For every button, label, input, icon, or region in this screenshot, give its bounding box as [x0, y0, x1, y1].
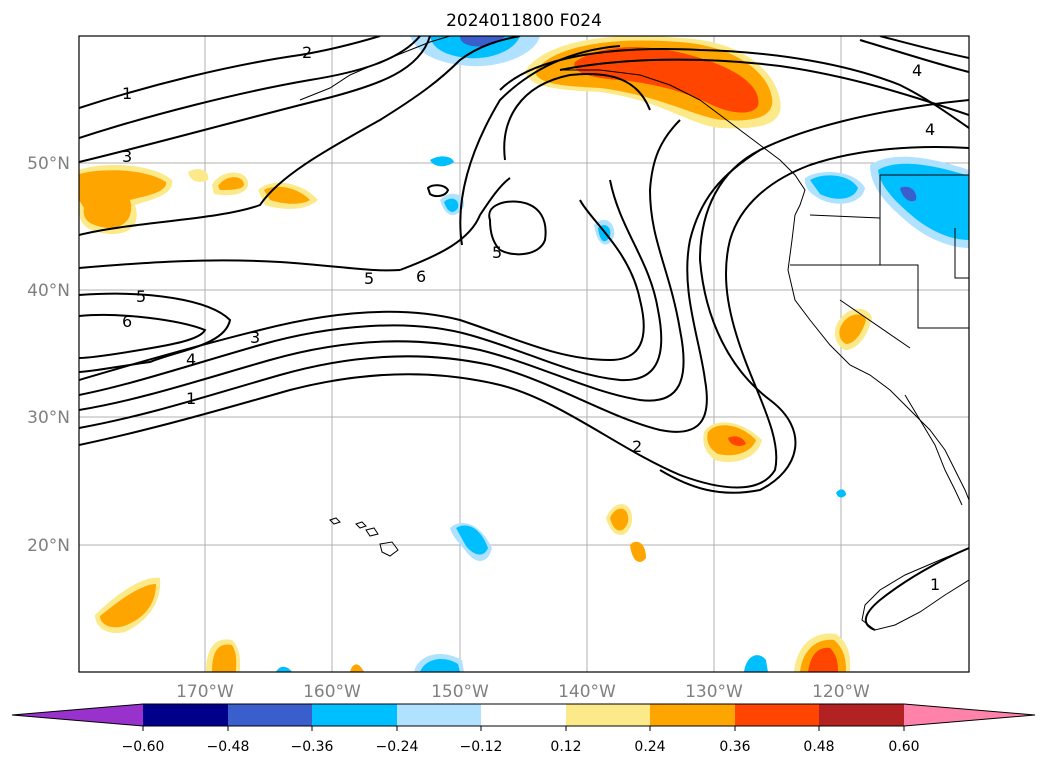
colorbar-tick-label: −0.24 — [376, 739, 419, 755]
negative-anomaly-small-2-core — [444, 198, 459, 212]
contour-label: 6 — [122, 312, 132, 331]
lon-label: 170°W — [176, 682, 234, 702]
colorbar: −0.60 −0.48 −0.36 −0.24 −0.12 0.12 0.24 … — [11, 703, 1036, 755]
contour-label: 3 — [122, 147, 132, 166]
contour-lines — [79, 36, 969, 631]
contour-label: 4 — [186, 350, 196, 369]
contour-label: 4 — [912, 61, 922, 80]
contour-label: 2 — [302, 43, 312, 62]
contour-label: 2 — [632, 437, 642, 456]
colorbar-segment — [143, 704, 228, 726]
colorbar-tick-label: 0.24 — [634, 739, 665, 755]
negative-anomaly-bottom-2 — [744, 655, 768, 672]
negative-anomaly-northern-rockies-strong — [900, 186, 917, 202]
map-frame — [78, 35, 970, 673]
positive-anomaly-bottom-1-core — [212, 644, 237, 672]
negative-anomaly-hawaii-core — [456, 525, 488, 555]
colorbar-tick-label: −0.48 — [207, 739, 250, 755]
colorbar-ticks — [142, 726, 905, 731]
positive-anomaly-small-1 — [188, 169, 209, 182]
gridlines — [79, 36, 969, 672]
colorbar-tick-label: 0.48 — [803, 739, 834, 755]
contour-label: 6 — [416, 267, 426, 286]
contour-labels: 1 3 5 6 4 3 1 5 6 5 2 4 4 1 2 — [122, 43, 940, 594]
colorbar-segment — [566, 704, 650, 726]
map-title: 2024011800 F024 — [446, 11, 602, 31]
lon-label: 150°W — [431, 682, 489, 702]
positive-anomaly-south-2 — [630, 541, 646, 562]
strong-anomaly-bottom-3 — [808, 647, 838, 672]
contour-label: 1 — [930, 575, 940, 594]
negative-anomaly-north-1-strong — [460, 36, 505, 47]
positive-anomaly-california-core — [839, 314, 866, 344]
lon-label: 130°W — [685, 682, 743, 702]
positive-anomaly-bottom-2 — [350, 664, 364, 672]
colorbar-max-extend — [904, 704, 1035, 726]
colorbar-tick-label: 0.60 — [888, 739, 919, 755]
contour-label: 4 — [925, 120, 935, 139]
colorbar-tick-label: −0.12 — [460, 739, 503, 755]
colorbar-segment — [397, 704, 481, 726]
lon-label: 160°W — [303, 682, 361, 702]
lat-label: 20°N — [27, 536, 70, 556]
negative-anomaly-pacific-nw-core — [810, 175, 858, 199]
contour-label: 5 — [364, 269, 374, 288]
strong-anomaly-gulf-alaska — [574, 47, 759, 113]
contour-label: 3 — [250, 328, 260, 347]
latitude-axis: 50°N 40°N 30°N 20°N — [27, 154, 70, 556]
contour-label: 1 — [122, 84, 132, 103]
colorbar-tick-label: 0.36 — [719, 739, 750, 755]
colorbar-segment — [228, 704, 312, 726]
contour-label: 1 — [186, 389, 196, 408]
colorbar-segment — [735, 704, 819, 726]
contour-label: 5 — [136, 287, 146, 306]
positive-anomaly-west-3-core — [264, 186, 310, 204]
colorbar-tick-label: −0.36 — [291, 739, 334, 755]
negative-anomaly-northern-rockies-core — [878, 163, 969, 240]
colorbar-segment — [650, 704, 735, 726]
colorbar-min-extend — [12, 704, 143, 726]
lat-label: 30°N — [27, 408, 70, 428]
colorbar-segment — [819, 704, 904, 726]
colorbar-tick-label: −0.60 — [122, 739, 165, 755]
colorbar-segment — [481, 704, 566, 726]
lat-label: 50°N — [27, 154, 70, 174]
contour-label: 5 — [492, 243, 502, 262]
positive-anomaly-southwest-core — [100, 584, 156, 628]
negative-anomaly-small-1 — [430, 156, 454, 167]
shaded-regions — [79, 36, 969, 672]
lat-label: 40°N — [27, 281, 70, 301]
negative-anomaly-bottom-1-core — [420, 658, 460, 672]
lon-label: 140°W — [558, 682, 616, 702]
colorbar-tick-label: 0.12 — [550, 739, 581, 755]
colorbar-segment — [312, 704, 397, 726]
negative-anomaly-small-4 — [836, 489, 846, 498]
positive-anomaly-south-1-core — [610, 508, 629, 531]
lon-label: 120°W — [812, 682, 870, 702]
negative-anomaly-bottom-3 — [276, 666, 292, 672]
longitude-axis: 170°W 160°W 150°W 140°W 130°W 120°W — [176, 682, 870, 702]
positive-anomaly-west-2-core — [218, 177, 244, 190]
strong-anomaly-subtropical — [728, 436, 746, 446]
positive-anomaly-west-1-core — [79, 170, 167, 228]
